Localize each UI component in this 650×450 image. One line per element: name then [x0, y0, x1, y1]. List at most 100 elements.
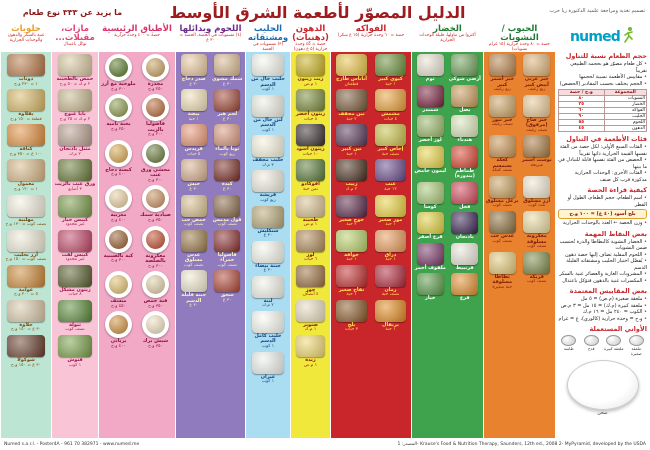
poster-topbar: تصميم تغذية ومراجعة علمية الدكتورة ريا ح…: [0, 0, 650, 24]
food-portion: حبة صغيرة: [492, 284, 513, 290]
food-item: خبز تنور نصف رغيف: [486, 94, 519, 134]
food-portion: ٢٠٠ و.ح: [148, 132, 163, 138]
food-photo: [296, 335, 325, 357]
column-subtitle: (٤) مستويات في الحصة، الحصة = ٣٠ غ: [179, 32, 242, 43]
food-photo: [375, 124, 406, 147]
section-line: الفئات السبع الأولى: لكل حصة من الفئة نف…: [558, 144, 647, 157]
food-portion: ٢ م.ك = ٥٠ و.ح: [59, 81, 91, 87]
dish-food: [109, 275, 128, 295]
column-header-grains: الحبوب / النشويات حصة = ٨٠ وحدة حرارية (١…: [484, 24, 555, 52]
food-label: حليب خال من الدسم: [251, 76, 285, 88]
food-photo: [336, 159, 367, 182]
food-item: طماطم (بندورة): [449, 145, 482, 180]
utensil-label: ملعقة صغيرة: [630, 346, 642, 356]
food-item: قريشة ربع كوب: [248, 170, 288, 203]
food-label: بقلاوة: [18, 111, 34, 118]
food-photo: [416, 115, 444, 137]
food-label: خبز صاج (مرقوق): [525, 116, 548, 129]
food-label: صيادية سمك: [140, 212, 171, 219]
food-item: حليب خال من الدسم ١ كوب: [248, 54, 288, 93]
food-label: هندباء: [457, 137, 473, 143]
food-label: حليب مجفف: [252, 157, 284, 164]
food-portion: غير محدود: [65, 222, 85, 227]
food-label: أفوكادو: [301, 181, 320, 188]
food-photo: [336, 124, 367, 147]
dish-plate-photo: [105, 311, 132, 339]
food-portion: ربع رغيف: [493, 87, 511, 92]
section-line: وزن الحصة ← العدد بالوحدات الحرارية: [558, 220, 647, 227]
food-portion: نصف كوب: [492, 203, 512, 209]
section-heading: بعض المقاييس المعتمدة: [569, 287, 647, 295]
food-item: محشي ورق عنب ٣٠٠ و.ح: [138, 139, 173, 184]
table-cell: ٤٥: [558, 125, 605, 132]
food-portion: ٨ حبات: [303, 116, 318, 122]
dish-plate-photo: [142, 311, 169, 339]
food-label: جبنة بيضاء: [255, 262, 281, 269]
food-label: كبيس لفت: [61, 251, 89, 258]
utensil-item: ملعقة صغيرة: [626, 335, 648, 356]
food-portion: ١٢ حبة: [384, 186, 397, 192]
column-title: الفواكه: [355, 24, 387, 34]
food-label: ثوم: [425, 76, 435, 82]
food-item: حليب مجفف ٣ م.ك: [248, 135, 288, 168]
food-portion: قطعة = ١٥٠ و.ح: [10, 116, 42, 122]
food-label: برتقال: [382, 321, 399, 328]
food-label: لحم هبر: [217, 111, 238, 118]
section-line: الحصص من الفئة نفسها قابلة للتبادل في ما…: [558, 157, 647, 170]
food-photo: [214, 159, 241, 182]
dish-plate-photo: [105, 225, 132, 253]
food-item: شمندر: [414, 84, 447, 114]
food-item: معكرونة مسلوقة نصف كوب: [521, 211, 554, 250]
food-photo: [180, 194, 207, 217]
food-item: قرع: [449, 273, 482, 302]
food-label: كعكة بسمسم: [492, 157, 512, 169]
food-portion: ٢٥٠ و.ح: [111, 126, 126, 132]
food-label: شيش برك: [142, 338, 169, 345]
food-portion: ٤٠٠ و.ح: [111, 172, 126, 178]
dish-plate-photo: [142, 54, 169, 81]
food-label: صنوبر: [303, 321, 318, 328]
food-photo: [7, 124, 45, 147]
food-portion: ٤ أنصاف: [302, 292, 319, 298]
food-portion: ١ حبة: [346, 292, 357, 298]
food-photo: [336, 89, 367, 112]
food-item: رمان نصف حبة: [372, 264, 409, 298]
food-photo: [7, 54, 45, 76]
food-portion: ١ = ١٢٠ و.ح: [14, 186, 38, 192]
food-photo: [214, 229, 241, 252]
food-photo: [375, 229, 406, 252]
sidebar-section-1: فئات الأطعمة في التناولالفئات السبع الأو…: [558, 135, 647, 183]
column-subtitle: غنية بالسكر والدهون والوحدات الحرارية: [7, 32, 45, 43]
food-item: فريكة نصف كوب: [521, 251, 554, 291]
food-label: تبولة: [69, 321, 81, 328]
food-item: فاصوليا حمراء نصف كوب: [212, 229, 244, 269]
food-photo: [180, 270, 207, 293]
sidebar-section-5: الأواني المستعملة ملعقة صغيرة ملعقة كبيرة ق…: [558, 325, 647, 416]
food-photo: [7, 264, 45, 287]
food-portion: ٢ حبة: [346, 222, 357, 227]
section-line: الفئات الأخرى: الوحدات الحرارية مذكورة ق…: [558, 170, 647, 183]
column-header-fats: الدهون (دهنيات) حصة = ٤٥ وحدة حرارية (٥ غ…: [291, 24, 330, 52]
food-photo: [251, 310, 285, 333]
food-item: حمص بالطحينة ٢ م.ك = ٥٠ و.ح: [54, 54, 96, 87]
food-photo: [180, 229, 207, 252]
food-portion: ١ حبة: [346, 257, 357, 263]
food-photo: [375, 159, 406, 182]
food-item: معكرونة بالصلصة ٣٠٠ و.ح: [138, 225, 173, 270]
column-title: مازات، مقبلات...: [55, 24, 95, 43]
food-label: قرع: [459, 295, 470, 301]
food-label: برغل مسلوق: [486, 197, 519, 204]
food-photo: [336, 54, 367, 76]
sidebar-section-0: حجم الطعام نسبة للتناولكل طعام مصوّر هو …: [558, 52, 648, 132]
food-portion: ١ = ٢٣٠ و.ح: [14, 81, 38, 87]
food-label: محشي ورق عنب: [140, 166, 171, 179]
food-item: جوز ٤ أنصاف: [293, 264, 328, 298]
portion-example: بلح أسود (٤٠ غ) = ١٠٠ و.ح: [558, 209, 647, 219]
food-item: تونا بالماء ربع كوب: [212, 124, 244, 157]
food-item: متبل باذنجان ٢ م.ك: [54, 124, 96, 157]
dish-plate-photo: [105, 94, 132, 122]
food-item: سمك مشوي ٣٠ غ: [212, 54, 244, 87]
section-heading: بعض النقاط المهمة: [584, 229, 647, 238]
food-portion: ٢ م.ك: [69, 151, 81, 157]
food-portion: نصف كوب: [217, 262, 237, 268]
